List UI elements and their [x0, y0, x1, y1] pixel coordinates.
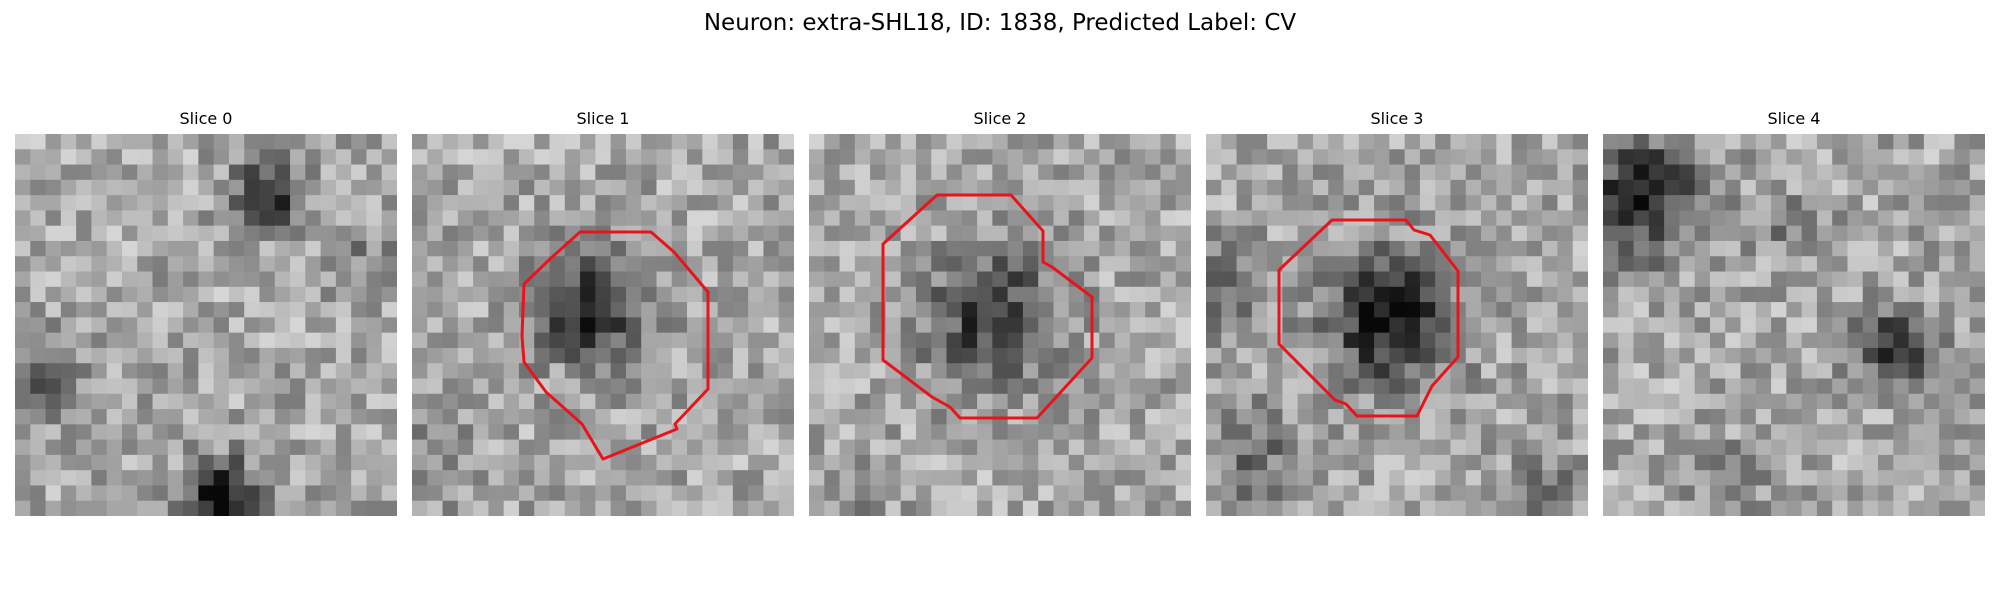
pixel-grid: [809, 134, 1191, 516]
slice-image-3: [1206, 134, 1588, 516]
slice-panel-3: Slice 3: [1206, 108, 1588, 520]
slice-image-1: [412, 134, 794, 516]
slice-panel-4: Slice 4: [1603, 108, 1985, 520]
slice-title: Slice 1: [412, 108, 794, 130]
pixel-grid: [1603, 134, 1985, 516]
slice-image-0: [15, 134, 397, 516]
slice-panel-1: Slice 1: [412, 108, 794, 520]
slice-panel-0: Slice 0: [15, 108, 397, 520]
pixel-grid: [15, 134, 397, 516]
slice-title: Slice 0: [15, 108, 397, 130]
pixel-grid: [1206, 134, 1588, 516]
slice-panel-2: Slice 2: [809, 108, 1191, 520]
slice-title: Slice 4: [1603, 108, 1985, 130]
slice-title: Slice 3: [1206, 108, 1588, 130]
slice-image-4: [1603, 134, 1985, 516]
slice-title: Slice 2: [809, 108, 1191, 130]
figure-title: Neuron: extra-SHL18, ID: 1838, Predicted…: [0, 8, 2000, 38]
slice-image-2: [809, 134, 1191, 516]
